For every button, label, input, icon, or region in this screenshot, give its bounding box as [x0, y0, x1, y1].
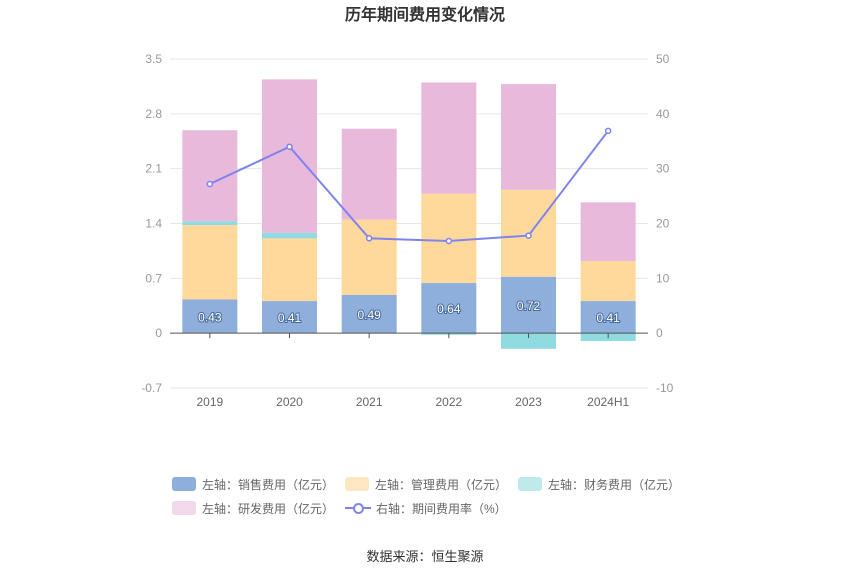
left-axis-tick-label: 2.8 — [145, 107, 162, 121]
data-label: 0.41 — [278, 311, 302, 325]
bar-segment — [421, 82, 477, 194]
legend-swatch-rnd — [172, 501, 196, 515]
bar-segment — [182, 221, 238, 226]
left-axis-tick-label: -0.7 — [141, 381, 162, 395]
x-axis-category-label: 2024H1 — [587, 395, 629, 409]
data-label: 0.72 — [517, 299, 541, 313]
left-axis-tick-label: 0.7 — [145, 271, 162, 285]
right-axis-tick-label: 40 — [656, 107, 670, 121]
bar-segment — [501, 276, 556, 334]
x-axis-category-label: 2019 — [196, 395, 223, 409]
bar-segment — [341, 294, 397, 334]
bar-segment — [262, 238, 317, 302]
chart: 历年期间费用变化情况 0.43 0.41 0.49 0.64 0.72 0.41 -0.7… — [141, 5, 674, 409]
legend-label-rnd: 左轴：研发费用（亿元） — [202, 501, 335, 516]
legend-swatch-sales — [172, 477, 196, 491]
bar-segment — [580, 202, 636, 262]
expense-ratio-point — [365, 235, 373, 242]
x-axis-category-label: 2020 — [276, 395, 303, 409]
data-label: 0.41 — [596, 311, 620, 325]
legend: 左轴：销售费用（亿元） 左轴：管理费用（亿元） 左轴：财务费用（亿元） 左轴：研… — [172, 472, 692, 520]
legend-swatch-admin — [345, 477, 369, 491]
right-axis-tick-label: 30 — [656, 162, 670, 176]
bar-segment — [182, 299, 238, 334]
bar-segment — [341, 128, 397, 220]
bar-segment — [580, 261, 636, 302]
legend-label-finance: 左轴：财务费用（亿元） — [548, 477, 681, 492]
legend-label-sales: 左轴：销售费用（亿元） — [202, 477, 335, 492]
expense-ratio-point — [445, 237, 453, 245]
left-axis-tick-label: 1.4 — [145, 217, 162, 231]
legend-item-expense-ratio[interactable]: 右轴：期间费用率（%） — [345, 500, 518, 517]
bar-segment — [341, 219, 397, 295]
expense-ratio-point — [604, 127, 612, 135]
right-axis-tick-label: -10 — [656, 381, 674, 395]
right-axis-tick-label: 10 — [656, 271, 670, 285]
right-axis-tick-label: 50 — [656, 52, 670, 66]
legend-swatch-finance — [518, 477, 542, 491]
legend-item-rnd[interactable]: 左轴：研发费用（亿元） — [172, 500, 345, 517]
expense-ratio-line — [209, 130, 609, 243]
legend-swatch-expense-ratio — [345, 501, 371, 515]
x-axis-category-label: 2022 — [435, 395, 462, 409]
x-axis-category-label: 2021 — [356, 395, 383, 409]
legend-label-expense-ratio: 右轴：期间费用率（%） — [376, 501, 507, 516]
legend-item-finance[interactable]: 左轴：财务费用（亿元） — [518, 476, 691, 493]
legend-item-sales[interactable]: 左轴：销售费用（亿元） — [172, 476, 345, 493]
data-source: 数据来源：恒生聚源 — [366, 549, 484, 564]
bar-segment — [262, 301, 317, 334]
expense-ratio-point — [206, 180, 214, 188]
left-axis-tick-label: 0 — [155, 326, 162, 340]
left-axis-tick-label: 2.1 — [145, 162, 162, 176]
left-axis-tick-label: 3.5 — [145, 52, 162, 66]
chart-title: 历年期间费用变化情况 — [345, 5, 505, 24]
expense-ratio-point — [525, 232, 532, 239]
data-label: 0.43 — [198, 310, 222, 324]
bar-segment — [501, 333, 556, 349]
legend-label-admin: 左轴：管理费用（亿元） — [375, 477, 508, 492]
x-axis-category-label: 2023 — [515, 395, 542, 409]
legend-item-admin[interactable]: 左轴：管理费用（亿元） — [345, 476, 518, 493]
expense-ratio-point — [286, 143, 293, 150]
bar-segment — [182, 225, 238, 300]
right-axis-tick-label: 0 — [656, 326, 663, 340]
data-label: 0.49 — [357, 308, 381, 322]
data-label: 0.64 — [437, 302, 461, 316]
bar-segment — [580, 301, 636, 334]
right-axis-tick-label: 20 — [656, 217, 670, 231]
bar-segment — [501, 84, 556, 190]
bar-segment — [421, 283, 477, 334]
bar-segment — [262, 232, 317, 239]
